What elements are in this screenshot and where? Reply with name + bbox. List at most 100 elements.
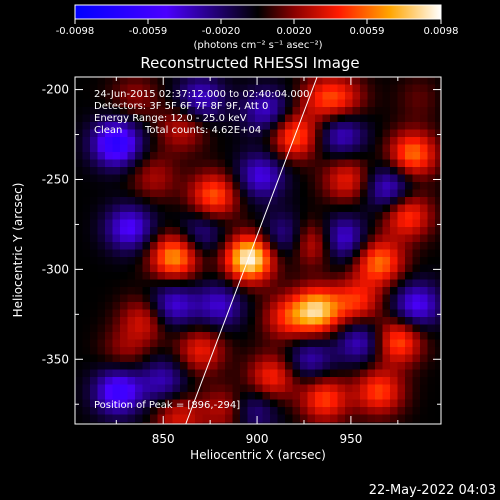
heatmap-cell: [420, 407, 428, 415]
heatmap-cell: [427, 249, 436, 258]
heatmap-cell: [210, 189, 218, 198]
heatmap-cell: [337, 369, 346, 378]
heatmap-cell: [97, 242, 106, 250]
heatmap-cell: [270, 234, 278, 243]
heatmap-cell: [127, 257, 136, 265]
heatmap-cell: [247, 377, 256, 385]
heatmap-cell: [105, 174, 113, 183]
heatmap-cell: [405, 182, 413, 190]
heatmap-cell: [165, 137, 173, 145]
heatmap-cell: [157, 234, 166, 243]
heatmap-cell: [285, 167, 293, 175]
heatmap-cell: [225, 99, 233, 108]
heatmap-cell: [217, 249, 226, 258]
heatmap-cell: [330, 257, 338, 265]
heatmap-cell: [345, 407, 353, 415]
heatmap-cell: [127, 114, 136, 123]
heatmap-cell: [210, 354, 218, 363]
heatmap-cell: [75, 144, 83, 153]
heatmap-cell: [292, 99, 301, 108]
heatmap-cell: [270, 339, 278, 348]
heatmap-cell: [247, 354, 256, 363]
heatmap-cell: [307, 272, 316, 280]
heatmap-cell: [255, 77, 263, 85]
heatmap-cell: [172, 107, 181, 115]
heatmap-cell: [352, 182, 361, 190]
heatmap-cell: [382, 77, 391, 85]
heatmap-cell: [97, 332, 106, 340]
heatmap-cell: [397, 339, 406, 348]
heatmap-cell: [240, 317, 248, 325]
heatmap-cell: [97, 167, 106, 175]
heatmap-cell: [202, 129, 211, 138]
heatmap-cell: [225, 204, 233, 213]
heatmap-cell: [120, 272, 128, 280]
heatmap-cell: [180, 122, 188, 130]
heatmap-cell: [435, 114, 441, 123]
heatmap-cell: [187, 332, 196, 340]
heatmap-cell: [225, 234, 233, 243]
heatmap-cell: [90, 159, 98, 168]
heatmap-cell: [120, 399, 128, 408]
heatmap-cell: [150, 227, 158, 235]
heatmap-cell: [127, 264, 136, 273]
heatmap-cell: [75, 114, 83, 123]
heatmap-cell: [420, 137, 428, 145]
heatmap-cell: [345, 422, 353, 424]
heatmap-cell: [307, 129, 316, 138]
heatmap-cell: [322, 77, 331, 85]
heatmap-cell: [232, 354, 241, 363]
heatmap-cell: [382, 159, 391, 168]
heatmap-cell: [150, 234, 158, 243]
heatmap-cell: [217, 332, 226, 340]
heatmap-cell: [277, 182, 286, 190]
heatmap-cell: [285, 197, 293, 205]
heatmap-cell: [172, 212, 181, 220]
heatmap-cell: [225, 174, 233, 183]
heatmap-cell: [90, 362, 98, 370]
heatmap-cell: [300, 249, 308, 258]
heatmap-cell: [225, 377, 233, 385]
heatmap-cell: [262, 249, 271, 258]
heatmap-cell: [262, 227, 271, 235]
heatmap-cell: [187, 287, 196, 295]
heatmap-cell: [202, 309, 211, 318]
heatmap-cell: [397, 369, 406, 378]
heatmap-cell: [367, 249, 376, 258]
heatmap-cell: [420, 264, 428, 273]
heatmap-cell: [412, 174, 421, 183]
heatmap-cell: [127, 92, 136, 100]
heatmap-cell: [105, 414, 113, 423]
heatmap-cell: [157, 77, 166, 85]
heatmap-cell: [75, 279, 83, 288]
heatmap-cell: [367, 347, 376, 355]
heatmap-cell: [82, 204, 91, 213]
heatmap-cell: [307, 392, 316, 400]
heatmap-cell: [367, 339, 376, 348]
heatmap-cell: [270, 347, 278, 355]
heatmap-cell: [202, 279, 211, 288]
heatmap-cell: [247, 84, 256, 93]
heatmap-cell: [232, 317, 241, 325]
heatmap-cell: [412, 384, 421, 393]
heatmap-cell: [390, 407, 398, 415]
heatmap-cell: [285, 99, 293, 108]
heatmap-cell: [390, 219, 398, 228]
heatmap-cell: [195, 362, 203, 370]
heatmap-cell: [262, 392, 271, 400]
heatmap-cell: [375, 242, 383, 250]
heatmap-cell: [97, 77, 106, 85]
heatmap-cell: [180, 204, 188, 213]
heatmap-cell: [435, 347, 441, 355]
heatmap-cell: [195, 219, 203, 228]
heatmap-cell: [142, 144, 151, 153]
heatmap-cell: [262, 234, 271, 243]
heatmap-cell: [157, 242, 166, 250]
heatmap-cell: [382, 354, 391, 363]
heatmap-cell: [180, 189, 188, 198]
heatmap-cell: [352, 77, 361, 85]
heatmap-cell: [120, 189, 128, 198]
heatmap-cell: [172, 384, 181, 393]
heatmap-cell: [217, 279, 226, 288]
heatmap-cell: [330, 122, 338, 130]
